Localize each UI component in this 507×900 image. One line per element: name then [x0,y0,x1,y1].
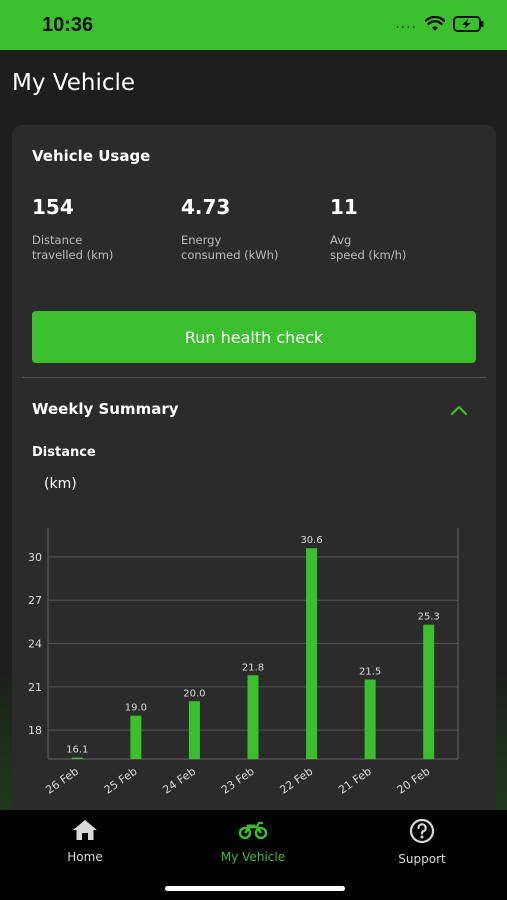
chart-x-tick-label: 22 Feb [278,765,316,797]
tab-support[interactable]: Support [362,818,482,866]
weekly-summary-title: Weekly Summary [32,400,179,418]
stat-speed-value: 11 [330,195,358,219]
chart-value-label: 16.1 [66,745,88,756]
question-circle-icon [409,818,435,844]
wifi-icon [425,16,445,31]
chart-x-tick-label: 20 Feb [395,765,433,797]
chart-value-label: 21.5 [359,667,381,678]
chart-value-label: 30.6 [300,535,322,546]
status-time: 10:36 [42,14,94,36]
stat-speed: 11 Avg speed (km/h) [330,195,470,263]
chevron-up-icon[interactable] [450,404,468,416]
tab-home[interactable]: Home [25,818,145,864]
chart-bar [423,624,435,759]
vehicle-usage-title: Vehicle Usage [32,147,151,165]
chart-y-tick-label: 21 [28,681,42,694]
signal-dots: .... [395,16,417,32]
chart-bar [364,679,376,759]
home-icon [73,820,97,840]
chart-x-tick-label: 25 Feb [102,765,140,797]
chart-bar [188,701,200,759]
chart-y-tick-label: 30 [28,551,42,564]
status-icons: .... [395,16,485,32]
motorbike-icon [238,821,268,840]
tab-support-label: Support [398,852,446,866]
chart-value-label: 19.0 [125,703,147,714]
tab-bar: Home My Vehicle Support [0,810,507,900]
divider [22,377,486,378]
chart-value-label: 20.0 [183,688,205,699]
chart-bar [71,757,83,759]
chart-value-label: 21.8 [242,662,264,673]
status-bar: 10:36 .... [0,0,507,50]
page: My Vehicle Vehicle Usage 154 Distance tr… [0,50,507,825]
chart-x-tick-label: 24 Feb [160,765,198,797]
tab-my-vehicle-label: My Vehicle [220,850,286,864]
tab-my-vehicle[interactable]: My Vehicle [193,818,313,864]
distance-bar-chart: 18 21 24 27 30 16.1 26 Feb 19.0 25 Feb 20.0 24 Feb… [28,528,459,797]
stat-energy-value: 4.73 [181,195,231,219]
stat-energy-label: Energy consumed (kWh) [181,233,279,262]
chart-y-tick-label: 24 [28,638,42,651]
stat-energy: 4.73 Energy consumed (kWh) [181,195,321,263]
chart-bar [130,715,142,759]
home-indicator [165,886,345,891]
stat-distance: 154 Distance travelled (km) [32,195,172,263]
stat-distance-label: Distance travelled (km) [32,233,114,262]
chart-y-tick-label: 18 [28,724,42,737]
tab-home-label: Home [67,850,103,864]
stat-distance-value: 154 [32,195,74,219]
battery-charging-icon [453,16,484,32]
run-health-check-button[interactable]: Run health check [32,311,476,363]
chart-y-tick-label: 27 [28,594,42,607]
chart-x-tick-label: 21 Feb [336,765,374,797]
vehicle-usage-card: Vehicle Usage 154 Distance travelled (km… [12,125,496,825]
chart-x-tick-label: 23 Feb [219,765,257,797]
chart-bar [247,675,259,759]
chart-metric-label: Distance [32,445,96,460]
chart-unit-label: (km) [44,476,77,492]
page-title: My Vehicle [12,70,136,96]
chart-value-label: 25.3 [418,612,440,623]
stat-speed-label: Avg speed (km/h) [330,233,407,262]
chart-x-tick-label: 26 Feb [43,765,81,797]
chart-bar [306,548,318,759]
